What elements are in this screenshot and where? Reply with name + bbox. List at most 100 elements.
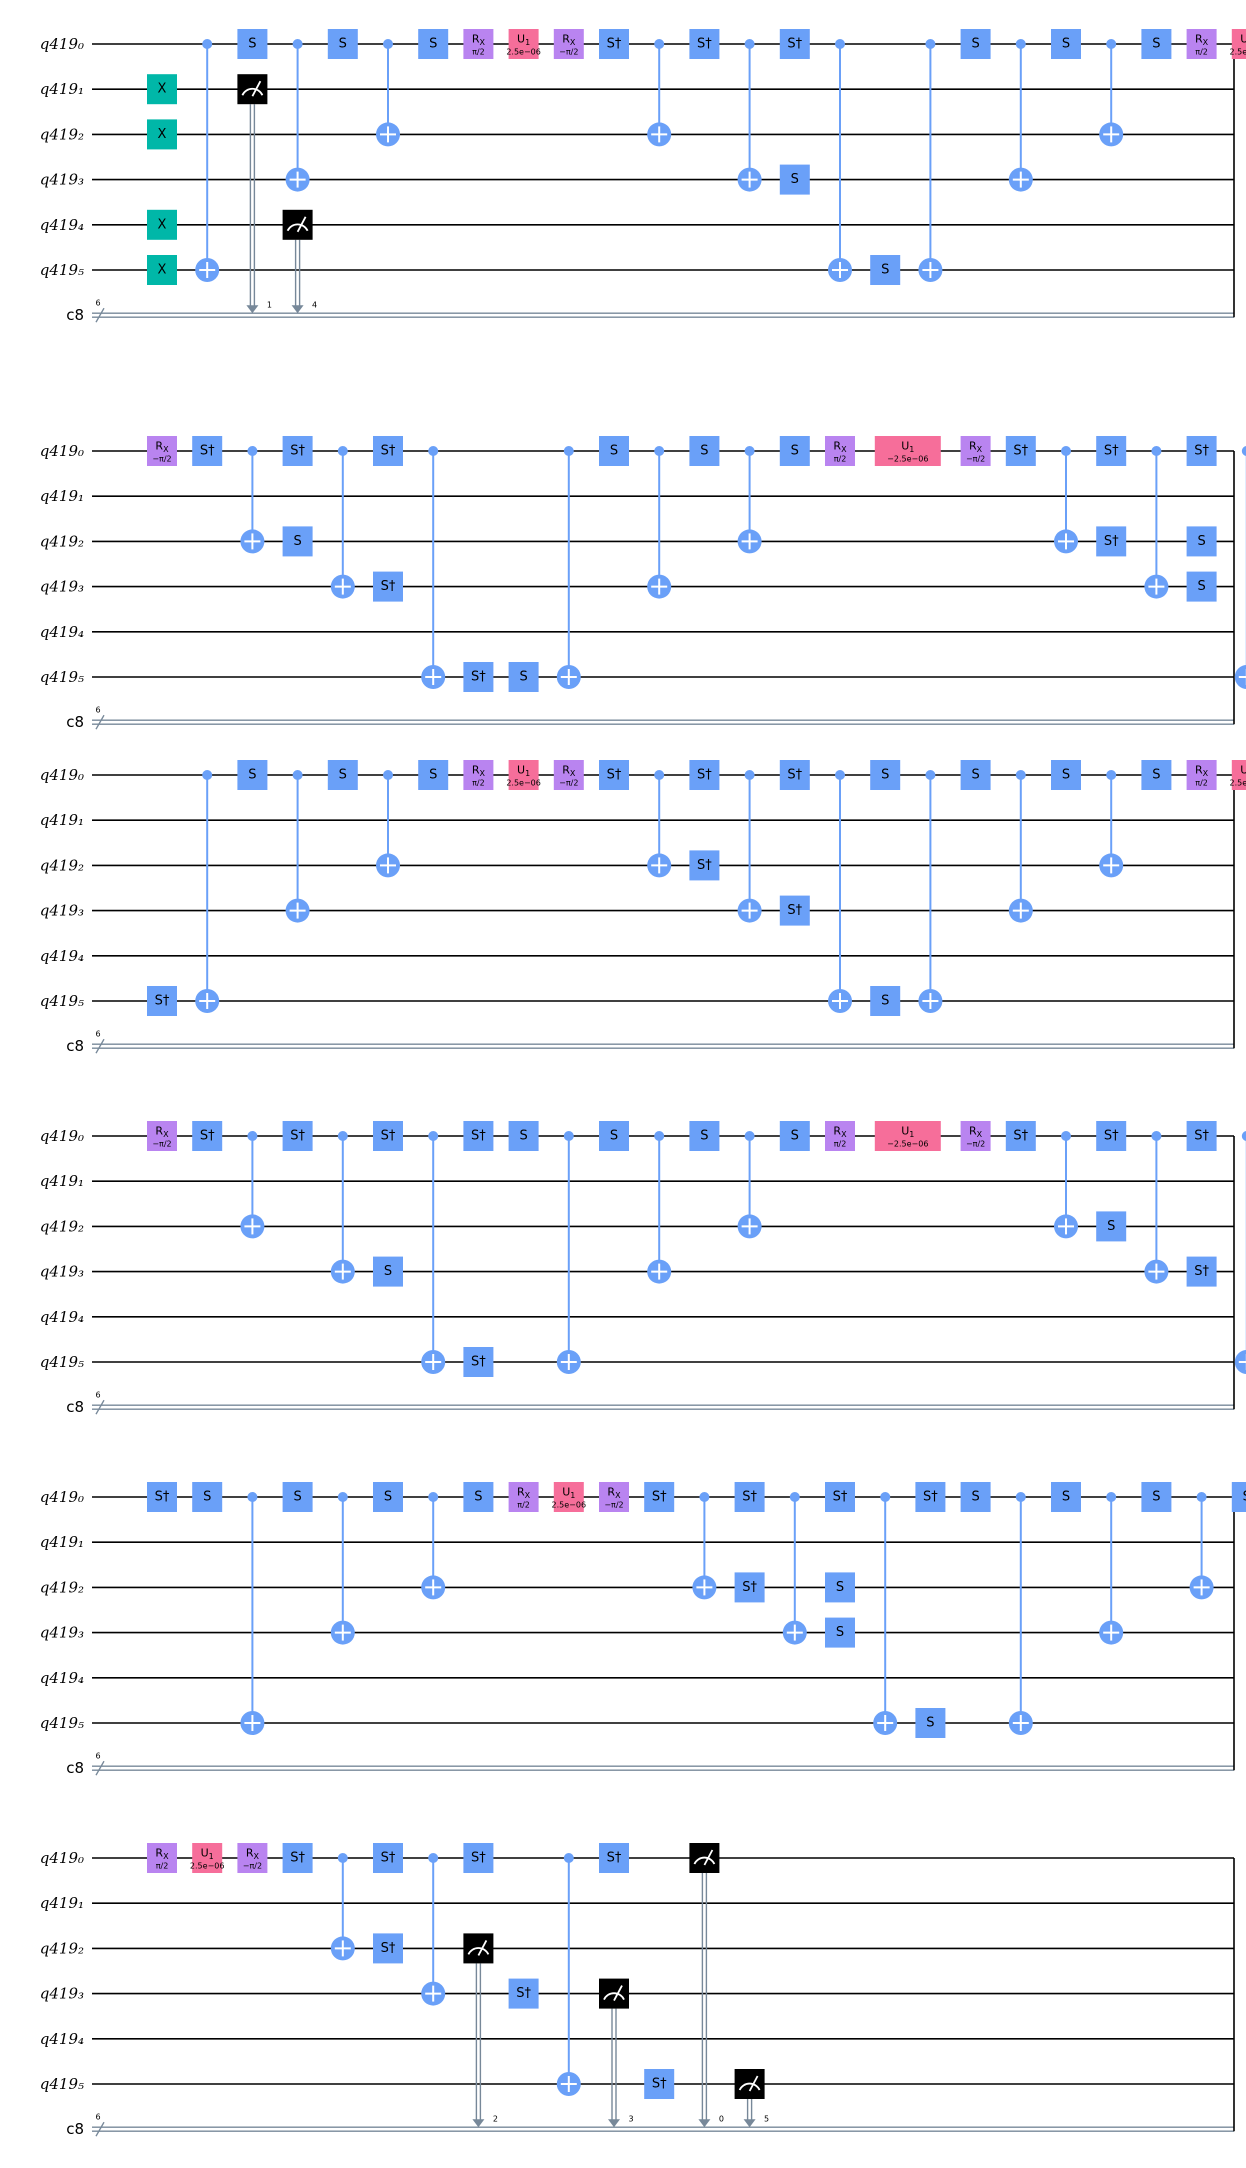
rx-gate xyxy=(1186,760,1217,790)
gate-param: 2.5e−06 xyxy=(506,779,541,788)
cnot-control-dot xyxy=(428,446,439,456)
qubit-label: q419₁ xyxy=(40,80,84,98)
gate-label: S† xyxy=(1104,1129,1119,1144)
qubit-label: q419₄ xyxy=(40,623,84,641)
cnot-control-dot xyxy=(337,1853,348,1863)
s-gate xyxy=(1141,29,1172,59)
gate-label: S† xyxy=(1194,1264,1209,1279)
rx-gate xyxy=(553,29,584,59)
gate-label: S† xyxy=(381,1129,396,1144)
meter-needle xyxy=(251,80,262,97)
sdg-gate xyxy=(373,436,403,466)
cnot-control-dot xyxy=(1015,39,1026,49)
s-gate xyxy=(237,760,268,790)
gate-label: S xyxy=(1197,534,1205,549)
s-gate xyxy=(599,436,629,466)
gate-label: S† xyxy=(652,2077,667,2092)
s-gate xyxy=(282,1482,313,1512)
measure-bit-label: 2 xyxy=(493,2115,498,2124)
sdg-gate xyxy=(734,1572,765,1603)
s-gate xyxy=(825,1572,855,1603)
rx-gate xyxy=(825,1121,855,1151)
meter-arc xyxy=(603,1992,625,2001)
s-gate xyxy=(192,1482,223,1512)
gate-label: S† xyxy=(381,1941,396,1956)
qubit-label: q419₂ xyxy=(40,125,84,143)
gate-label: S† xyxy=(742,1580,757,1595)
s-gate xyxy=(373,1482,403,1512)
qubit-label: q419₄ xyxy=(40,947,84,965)
gate-label: S xyxy=(203,1490,211,1505)
sdg-gate xyxy=(1186,1256,1217,1287)
qubit-label: q419₄ xyxy=(40,1669,84,1687)
measure-bit-label: 1 xyxy=(267,301,272,310)
s-gate xyxy=(1141,1482,1172,1512)
qubit-label: q419₅ xyxy=(40,668,84,686)
gate-param: −π/2 xyxy=(604,1501,623,1510)
gate-label: S† xyxy=(381,444,396,459)
sdg-gate xyxy=(373,1933,403,1964)
bus-slash xyxy=(95,1399,105,1415)
qubit-label: q419₀ xyxy=(40,766,84,784)
cnot-control-dot xyxy=(247,1492,258,1502)
s-gate xyxy=(779,1121,810,1151)
gate-label: S xyxy=(700,1129,708,1144)
gate-label: S† xyxy=(923,1490,938,1505)
bus-width-label: 6 xyxy=(95,706,100,715)
sdg-gate xyxy=(147,1482,177,1512)
sdg-gate xyxy=(915,1482,946,1512)
sdg-gate xyxy=(192,1121,223,1151)
bus-width-label: 6 xyxy=(95,2113,100,2122)
cnot-control-dot xyxy=(654,446,665,456)
s-gate xyxy=(779,164,810,195)
gate-param: −π/2 xyxy=(559,48,578,57)
sdg-gate xyxy=(282,436,313,466)
gate-label: S† xyxy=(155,1490,170,1505)
gate-label: S xyxy=(836,1625,844,1640)
cnot-control-dot xyxy=(789,1492,800,1502)
qubit-label: q419₂ xyxy=(40,1939,84,1957)
sdg-gate xyxy=(373,571,403,602)
u1-gate xyxy=(874,1121,941,1151)
rx-gate xyxy=(508,1482,539,1512)
rx-gate xyxy=(825,436,855,466)
qubit-label: q419₂ xyxy=(40,1217,84,1235)
qubit-label: q419₄ xyxy=(40,2030,84,2048)
measure-arrow xyxy=(743,2119,756,2128)
cnot-control-dot xyxy=(428,1492,439,1502)
gate-label: X xyxy=(158,82,167,97)
gate-label: S xyxy=(881,994,889,1009)
gate-param: π/2 xyxy=(472,779,485,788)
rx-gate xyxy=(960,436,991,466)
gate-param: −π/2 xyxy=(966,1140,985,1149)
sdg-gate xyxy=(1186,1121,1217,1151)
gate-param: π/2 xyxy=(1195,48,1208,57)
qubit-label: q419₃ xyxy=(40,1985,84,2003)
sdg-gate xyxy=(734,1482,765,1512)
x-gate xyxy=(147,119,177,150)
gate-label: S† xyxy=(697,37,712,52)
cnot-control-dot xyxy=(1061,1131,1071,1141)
qubit-label: q419₀ xyxy=(40,1127,84,1145)
measure-arrow xyxy=(472,2119,485,2128)
cnot-control-dot xyxy=(1106,1492,1117,1502)
gate-label: S xyxy=(339,37,347,52)
gate-label: S† xyxy=(697,768,712,783)
s-gate xyxy=(1186,571,1217,602)
qubit-label: q419₁ xyxy=(40,1533,84,1551)
s-gate xyxy=(960,760,991,790)
gate-label: S xyxy=(1243,1490,1246,1505)
sdg-gate xyxy=(1096,1121,1127,1151)
gate-label: S xyxy=(1062,768,1070,783)
cnot-control-dot xyxy=(247,446,258,456)
cnot-control-dot xyxy=(1015,1492,1026,1502)
gate-label: S xyxy=(881,768,889,783)
qubit-label: q419₁ xyxy=(40,1172,84,1190)
gate-label: S xyxy=(836,1580,844,1595)
s-gate xyxy=(237,29,268,59)
gate-label: S† xyxy=(290,1851,305,1866)
gate-label: S† xyxy=(1013,444,1028,459)
cnot-control-dot xyxy=(383,770,393,780)
u1-gate xyxy=(508,760,539,790)
s-gate xyxy=(327,760,358,790)
